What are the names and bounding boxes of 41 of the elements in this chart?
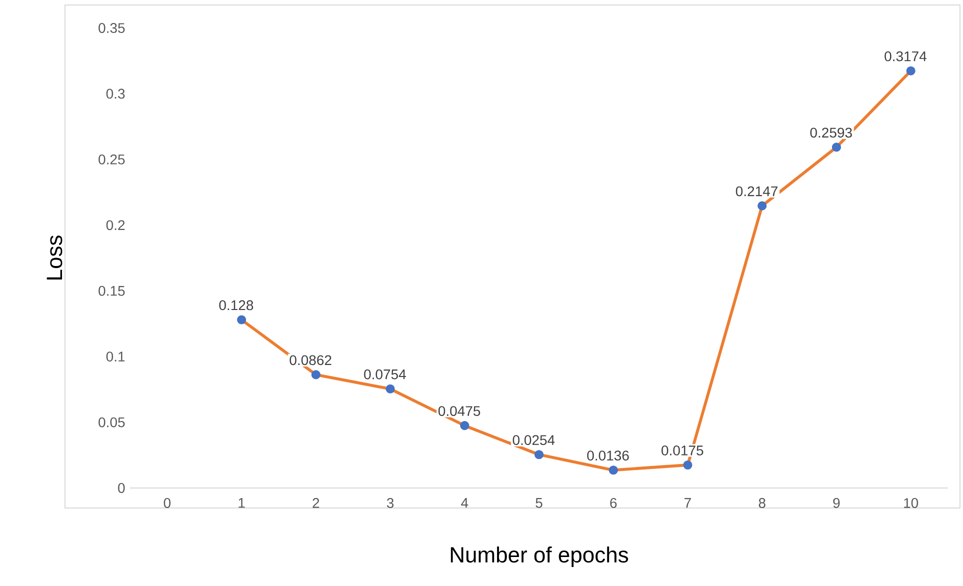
x-tick-label: 10 [904, 498, 918, 508]
x-tick-label: 9 [833, 498, 840, 508]
x-axis-title: Number of epochs [450, 546, 628, 567]
point [534, 450, 544, 460]
point [311, 370, 320, 380]
x-tick-label: 8 [758, 498, 766, 508]
x-tick-label: 4 [461, 498, 468, 508]
y-tick-label: 0 [118, 483, 125, 493]
x-tick-label: 3 [386, 498, 394, 508]
y-tick-label: 0.1 [106, 352, 125, 362]
y-axis-title: Loss [46, 236, 62, 280]
data-label: 0.3174 [884, 51, 926, 62]
x-tick-label: 7 [684, 498, 691, 508]
x-tick-label: 0 [164, 498, 171, 508]
x-tick-label: 2 [312, 498, 320, 508]
x-tick-label: 1 [238, 498, 245, 508]
data-label: 0.2147 [736, 186, 778, 196]
data-label: 0.0475 [438, 406, 480, 416]
point [906, 66, 916, 76]
point [237, 315, 246, 324]
point [460, 421, 470, 430]
y-tick-label: 0.15 [98, 286, 125, 296]
data-label: 0.2593 [810, 128, 852, 138]
data-label: 0.0136 [587, 450, 629, 461]
y-tick-label: 0.2 [106, 220, 125, 230]
point [832, 142, 841, 152]
data-label: 0.0862 [290, 355, 332, 366]
point [683, 460, 692, 470]
y-tick-label: 0.3 [106, 88, 125, 99]
data-label: 0.128 [219, 300, 254, 310]
data-label: 0.0754 [364, 369, 406, 380]
point [608, 466, 618, 475]
x-tick-label: 5 [536, 498, 542, 508]
y-tick-label: 0.05 [98, 417, 125, 428]
x-tick-label: 6 [610, 498, 617, 508]
y-tick-label: 0.35 [98, 23, 125, 33]
data-label: 0.0254 [512, 435, 555, 446]
point [758, 201, 767, 210]
y-tick-label: 0.25 [98, 154, 125, 164]
data-label: 0.0175 [662, 446, 704, 456]
point [386, 384, 395, 394]
